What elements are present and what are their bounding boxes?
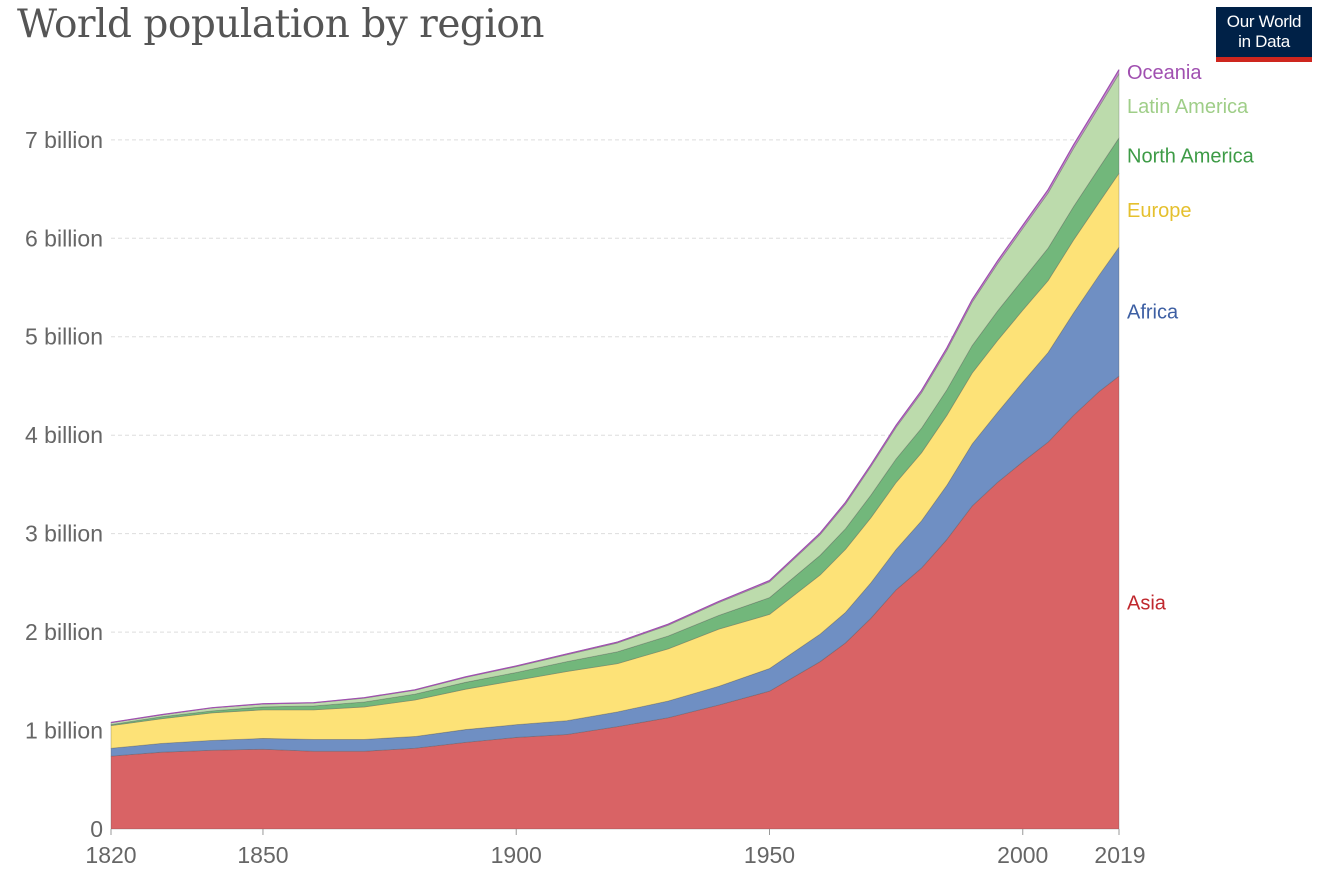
series-labels: Asia Africa Europe North America Latin Ameri… — [1127, 62, 1255, 615]
x-tick-label: 1900 — [491, 842, 542, 868]
owid-logo[interactable]: Our World in Data — [1216, 7, 1312, 62]
x-tick-label: 1950 — [744, 842, 795, 868]
series-label-north-america[interactable]: North America — [1127, 146, 1255, 168]
y-tick-label: 7 billion — [25, 127, 103, 153]
series-label-asia[interactable]: Asia — [1127, 593, 1167, 615]
y-tick-label: 0 — [90, 816, 103, 842]
logo-line-2: in Data — [1238, 32, 1290, 51]
logo-line-1: Our World — [1226, 12, 1302, 31]
x-tick-label: 2000 — [997, 842, 1048, 868]
series-label-africa[interactable]: Africa — [1127, 302, 1179, 324]
axes: 0 1 billion 2 billion 3 billion 4 billion 5 b… — [25, 127, 1146, 868]
series-label-oceania[interactable]: Oceania — [1127, 62, 1202, 84]
y-tick-label: 1 billion — [25, 718, 103, 744]
series-label-europe[interactable]: Europe — [1127, 200, 1192, 222]
series-label-latin-america[interactable]: Latin America — [1127, 96, 1249, 118]
oceania-top-edge — [110, 69, 1120, 724]
x-tick-label: 1850 — [237, 842, 288, 868]
chart-title: World population by region — [17, 2, 544, 47]
x-tick-label: 1820 — [85, 842, 136, 868]
y-tick-label: 5 billion — [25, 324, 103, 350]
x-tick-label: 2019 — [1094, 842, 1145, 868]
y-tick-label: 2 billion — [25, 619, 103, 645]
y-tick-label: 6 billion — [25, 225, 103, 251]
y-tick-label: 4 billion — [25, 422, 103, 448]
area-series — [110, 69, 1120, 830]
y-tick-label: 3 billion — [25, 521, 103, 547]
